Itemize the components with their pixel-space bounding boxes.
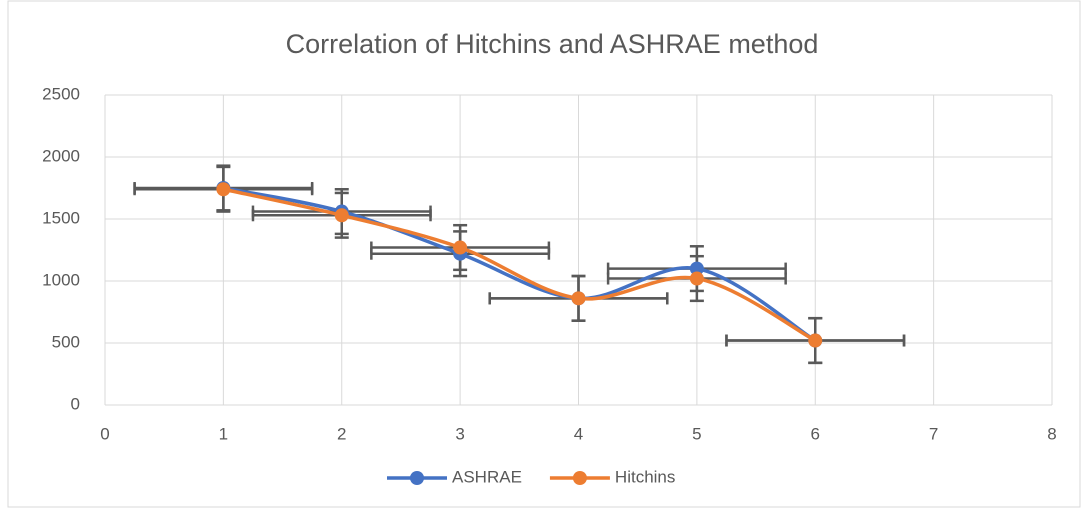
y-tick-label: 2500 xyxy=(42,84,80,103)
x-tick-label: 4 xyxy=(574,424,583,443)
x-tick-label: 8 xyxy=(1047,424,1056,443)
x-tick-label: 6 xyxy=(811,424,820,443)
x-tick-label: 7 xyxy=(929,424,938,443)
y-tick-label: 0 xyxy=(71,394,80,413)
legend-marker xyxy=(410,471,424,485)
legend-marker xyxy=(572,471,587,485)
x-tick-label: 3 xyxy=(455,424,464,443)
x-tick-label: 5 xyxy=(692,424,701,443)
series-line xyxy=(222,187,817,343)
marker xyxy=(453,240,468,255)
legend-label: Hitchins xyxy=(615,467,675,486)
marker xyxy=(571,291,586,306)
x-tick-label: 0 xyxy=(100,424,109,443)
marker xyxy=(216,182,231,197)
marker xyxy=(689,261,704,276)
marker xyxy=(808,333,823,348)
chart-title: Correlation of Hitchins and ASHRAE metho… xyxy=(286,29,819,59)
y-tick-label: 2000 xyxy=(42,146,80,165)
y-tick-label: 500 xyxy=(52,332,80,351)
y-tick-label: 1500 xyxy=(42,208,80,227)
marker xyxy=(334,208,349,223)
marker xyxy=(689,271,704,286)
x-tick-label: 1 xyxy=(219,424,228,443)
y-tick-label: 1000 xyxy=(42,270,80,289)
legend-label: ASHRAE xyxy=(452,467,522,486)
x-tick-label: 2 xyxy=(337,424,346,443)
